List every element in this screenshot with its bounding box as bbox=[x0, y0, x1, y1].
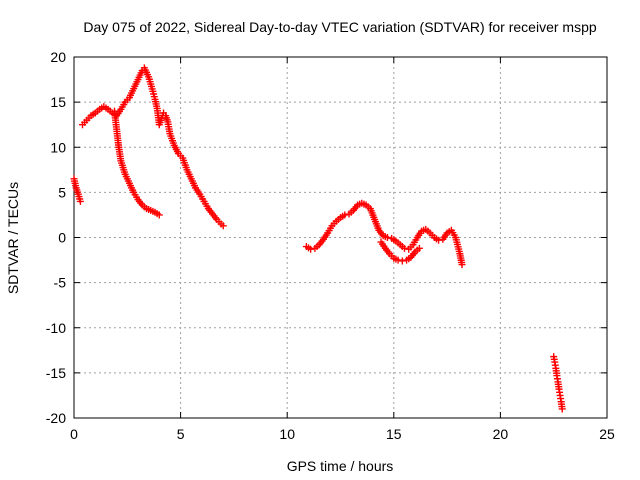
y-tick-label: -10 bbox=[46, 320, 66, 336]
data-point bbox=[398, 257, 406, 265]
data-point bbox=[219, 222, 227, 230]
data-point bbox=[394, 256, 402, 264]
y-tick-label: -5 bbox=[54, 275, 67, 291]
data-points bbox=[70, 64, 566, 413]
y-tick-label: -15 bbox=[46, 365, 66, 381]
data-point bbox=[307, 245, 315, 253]
x-tick-label: 25 bbox=[599, 426, 615, 442]
x-axis-label: GPS time / hours bbox=[287, 458, 394, 474]
data-point bbox=[76, 197, 84, 205]
data-point bbox=[400, 244, 408, 252]
data-point bbox=[458, 261, 466, 269]
chart-title: Day 075 of 2022, Sidereal Day-to-day VTE… bbox=[83, 19, 596, 35]
y-tick-label: 20 bbox=[50, 49, 66, 65]
data-point bbox=[415, 244, 423, 252]
x-tick-label: 5 bbox=[177, 426, 185, 442]
y-tick-label: 15 bbox=[50, 94, 66, 110]
y-axis-label: SDTVAR / TECUs bbox=[5, 182, 21, 294]
data-point bbox=[435, 236, 443, 244]
x-tick-label: 0 bbox=[70, 426, 78, 442]
axis-ticks: 0 5 10 15 20 25 20 15 10 5 0 -5 -10 -15 -20 bbox=[46, 49, 615, 442]
x-tick-label: 10 bbox=[279, 426, 295, 442]
x-tick-label: 15 bbox=[386, 426, 402, 442]
data-point bbox=[155, 211, 163, 219]
y-tick-label: 10 bbox=[50, 139, 66, 155]
data-point bbox=[383, 234, 391, 241]
y-tick-label: -20 bbox=[46, 410, 66, 426]
y-tick-label: 5 bbox=[58, 184, 66, 200]
x-tick-label: 20 bbox=[493, 426, 509, 442]
data-point bbox=[558, 405, 566, 413]
y-tick-label: 0 bbox=[58, 230, 66, 246]
data-point bbox=[341, 211, 349, 219]
